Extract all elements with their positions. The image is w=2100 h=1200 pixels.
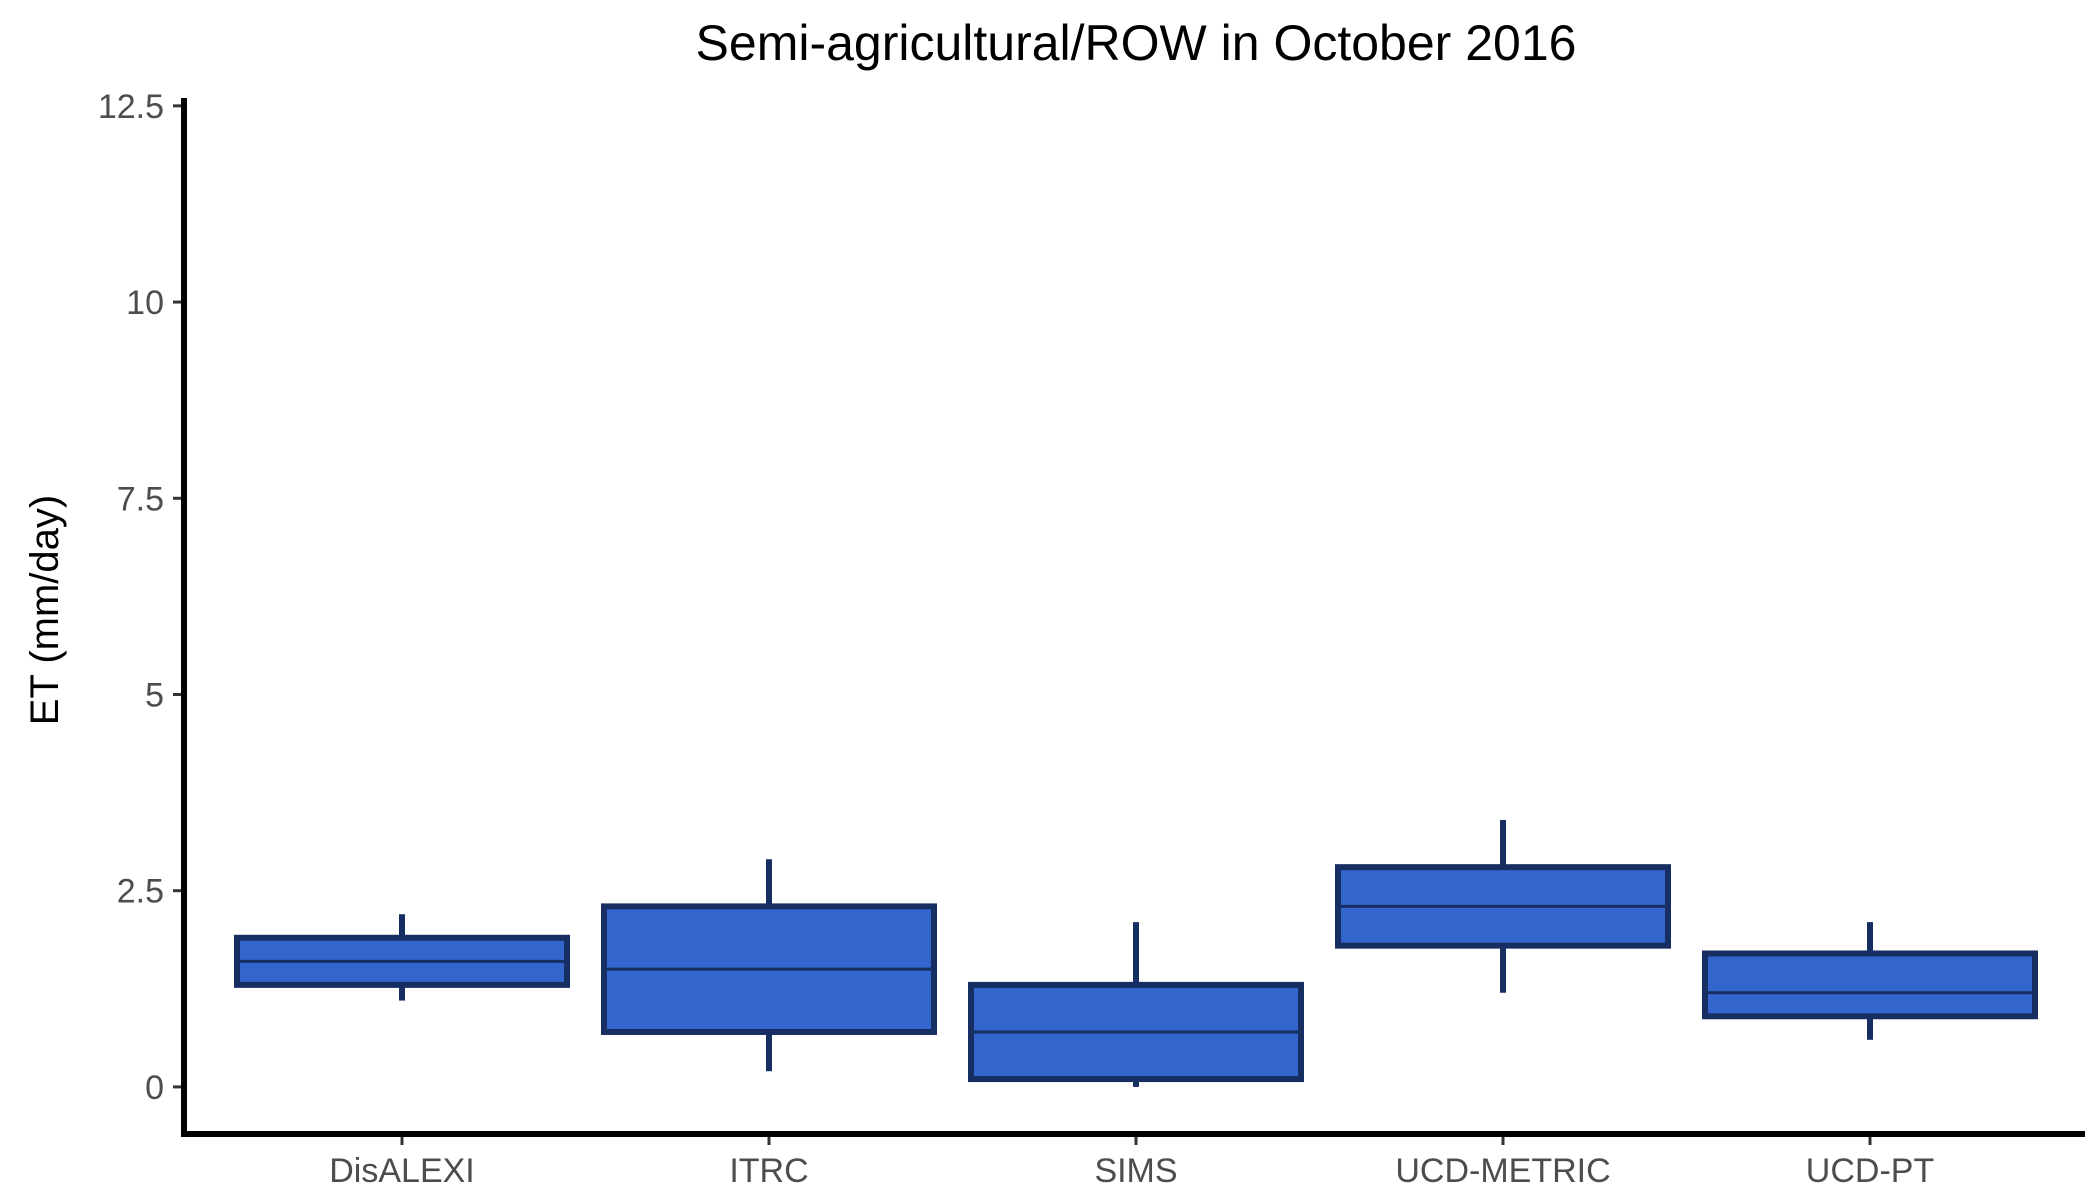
y-tick-label: 5 <box>145 676 164 714</box>
chart-title: Semi-agricultural/ROW in October 2016 <box>696 15 1577 71</box>
y-tick-label: 2.5 <box>117 873 164 911</box>
x-tick-label: UCD-PT <box>1806 1152 1934 1190</box>
box-sims <box>968 922 1304 1087</box>
box-disalexi <box>234 914 570 1001</box>
y-tick-label: 12.5 <box>98 88 164 126</box>
y-axis-title: ET (mm/day) <box>23 495 67 725</box>
box-ucd-pt <box>1702 922 2038 1040</box>
box-body <box>1702 950 2038 1020</box>
y-tick-label: 0 <box>145 1069 164 1107</box>
y-tick-label: 10 <box>126 284 164 322</box>
box-series <box>234 820 2038 1087</box>
y-tick-label: 7.5 <box>117 480 164 518</box>
x-tick-label: UCD-METRIC <box>1395 1152 1610 1190</box>
x-tick-label: DisALEXI <box>329 1152 475 1190</box>
box-ucd-metric <box>1335 820 1671 993</box>
y-axis: 0 2.5 5 7.5 10 12.5 <box>98 88 184 1107</box>
box-itrc <box>601 859 937 1072</box>
x-tick-label: SIMS <box>1094 1152 1177 1190</box>
x-axis: DisALEXI ITRC SIMS UCD-METRIC UCD-PT <box>329 1134 1934 1190</box>
x-tick-label: ITRC <box>729 1152 808 1190</box>
